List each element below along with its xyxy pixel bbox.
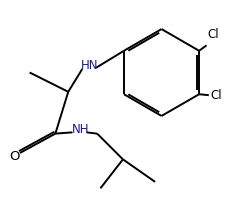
Text: Cl: Cl	[210, 89, 222, 102]
Text: O: O	[9, 150, 19, 163]
Text: NH: NH	[72, 123, 89, 136]
Text: HN: HN	[81, 59, 98, 72]
Text: Cl: Cl	[207, 28, 219, 41]
